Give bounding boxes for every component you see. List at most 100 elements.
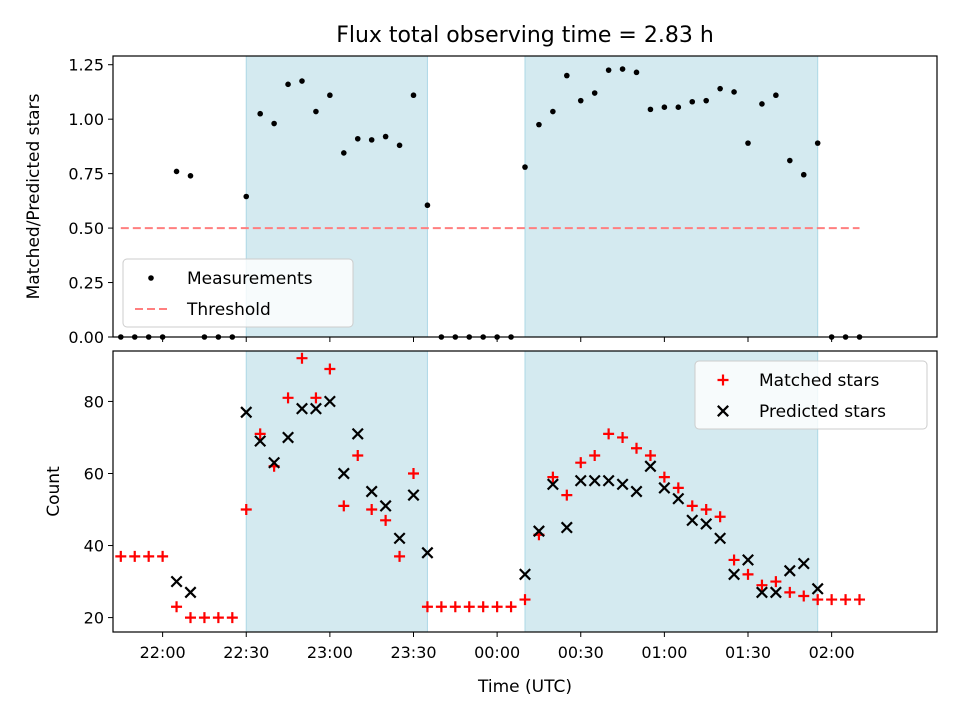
data-point	[354, 135, 361, 142]
chart-title: Flux total observing time = 2.83 h	[336, 23, 714, 48]
y-axis-label: Matched/Predicted stars	[24, 93, 44, 299]
data-point	[672, 492, 685, 505]
ratio-panel: 0.00 0.25 0.50 0.75 1.00 1.25 Matched/Predicte…	[24, 55, 938, 347]
data-point	[170, 575, 183, 588]
data-point	[773, 92, 779, 99]
data-point	[631, 442, 643, 454]
data-point	[243, 193, 250, 200]
data-point	[327, 92, 333, 99]
data-point	[714, 511, 726, 523]
data-point	[811, 582, 824, 595]
data-point	[560, 521, 573, 534]
legend-key	[717, 374, 729, 386]
legend: Matched stars Predicted stars	[694, 360, 928, 430]
data-point	[630, 485, 643, 498]
data-point	[616, 478, 629, 491]
data-point	[731, 89, 737, 95]
x-tick-label: 22:00	[140, 643, 186, 662]
data-point	[603, 428, 615, 440]
data-point	[257, 110, 263, 117]
y-tick-label: 40	[84, 537, 104, 556]
data-point	[605, 67, 612, 73]
data-point	[787, 157, 793, 164]
y-tick-label: 1.00	[68, 110, 104, 129]
data-point	[617, 431, 629, 443]
data-point	[826, 594, 838, 606]
data-point	[840, 594, 852, 606]
data-point	[505, 601, 517, 613]
legend-box	[122, 258, 354, 328]
data-point	[296, 402, 308, 415]
data-point	[519, 594, 531, 606]
data-point	[157, 550, 169, 562]
legend-key	[717, 405, 729, 417]
data-point	[577, 97, 584, 104]
shaded-span	[525, 56, 818, 337]
data-point	[254, 428, 266, 440]
data-point	[672, 482, 684, 494]
data-point	[463, 601, 475, 613]
data-point	[240, 504, 252, 516]
data-point	[644, 460, 657, 473]
data-point	[187, 173, 194, 179]
data-point	[589, 449, 601, 461]
x-tick-label: 23:30	[390, 643, 436, 662]
legend-key	[148, 275, 154, 281]
data-point	[212, 612, 224, 624]
axes-frame	[112, 55, 938, 338]
data-point	[366, 504, 378, 516]
data-point	[323, 395, 336, 408]
data-point	[717, 85, 723, 92]
data-point	[812, 594, 824, 606]
data-point	[424, 202, 431, 209]
data-point	[800, 171, 807, 178]
data-point	[129, 550, 141, 562]
data-point	[519, 568, 531, 581]
data-point	[522, 164, 528, 170]
data-point	[658, 481, 671, 494]
data-point	[435, 601, 447, 613]
data-point	[407, 489, 420, 502]
data-point	[728, 554, 740, 566]
data-point	[536, 121, 542, 128]
legend-label: Matched stars	[759, 371, 879, 391]
data-point	[700, 504, 712, 516]
data-point	[410, 92, 417, 99]
data-point	[745, 140, 751, 146]
data-point	[814, 140, 821, 146]
shaded-span	[246, 351, 428, 632]
data-point	[547, 471, 559, 483]
data-point	[407, 467, 419, 479]
data-point	[310, 392, 322, 404]
data-point	[756, 579, 768, 591]
data-point	[602, 474, 615, 487]
y-tick-label: 0.50	[68, 219, 104, 238]
data-point	[532, 525, 545, 538]
x-tick-label: 01:30	[725, 643, 771, 662]
data-point	[285, 81, 291, 88]
data-point	[689, 98, 696, 105]
data-point	[396, 142, 403, 149]
data-point	[588, 474, 601, 487]
x-tick-label: 01:00	[641, 643, 687, 662]
data-point	[797, 557, 810, 570]
data-point	[644, 449, 656, 461]
data-point	[299, 78, 305, 84]
data-point	[313, 108, 319, 115]
data-point	[338, 500, 350, 512]
data-point	[798, 590, 810, 602]
data-point	[728, 568, 741, 581]
data-point	[379, 499, 392, 512]
data-point	[337, 467, 350, 480]
data-point	[240, 406, 253, 419]
y-tick-label: 0.25	[68, 274, 104, 293]
data-point	[658, 471, 670, 483]
data-point	[564, 72, 570, 79]
data-point	[143, 550, 155, 562]
data-point	[619, 66, 626, 72]
data-point	[703, 97, 709, 104]
data-point	[783, 564, 796, 577]
data-point	[854, 594, 866, 606]
data-point	[368, 137, 375, 143]
legend-box	[694, 360, 928, 430]
